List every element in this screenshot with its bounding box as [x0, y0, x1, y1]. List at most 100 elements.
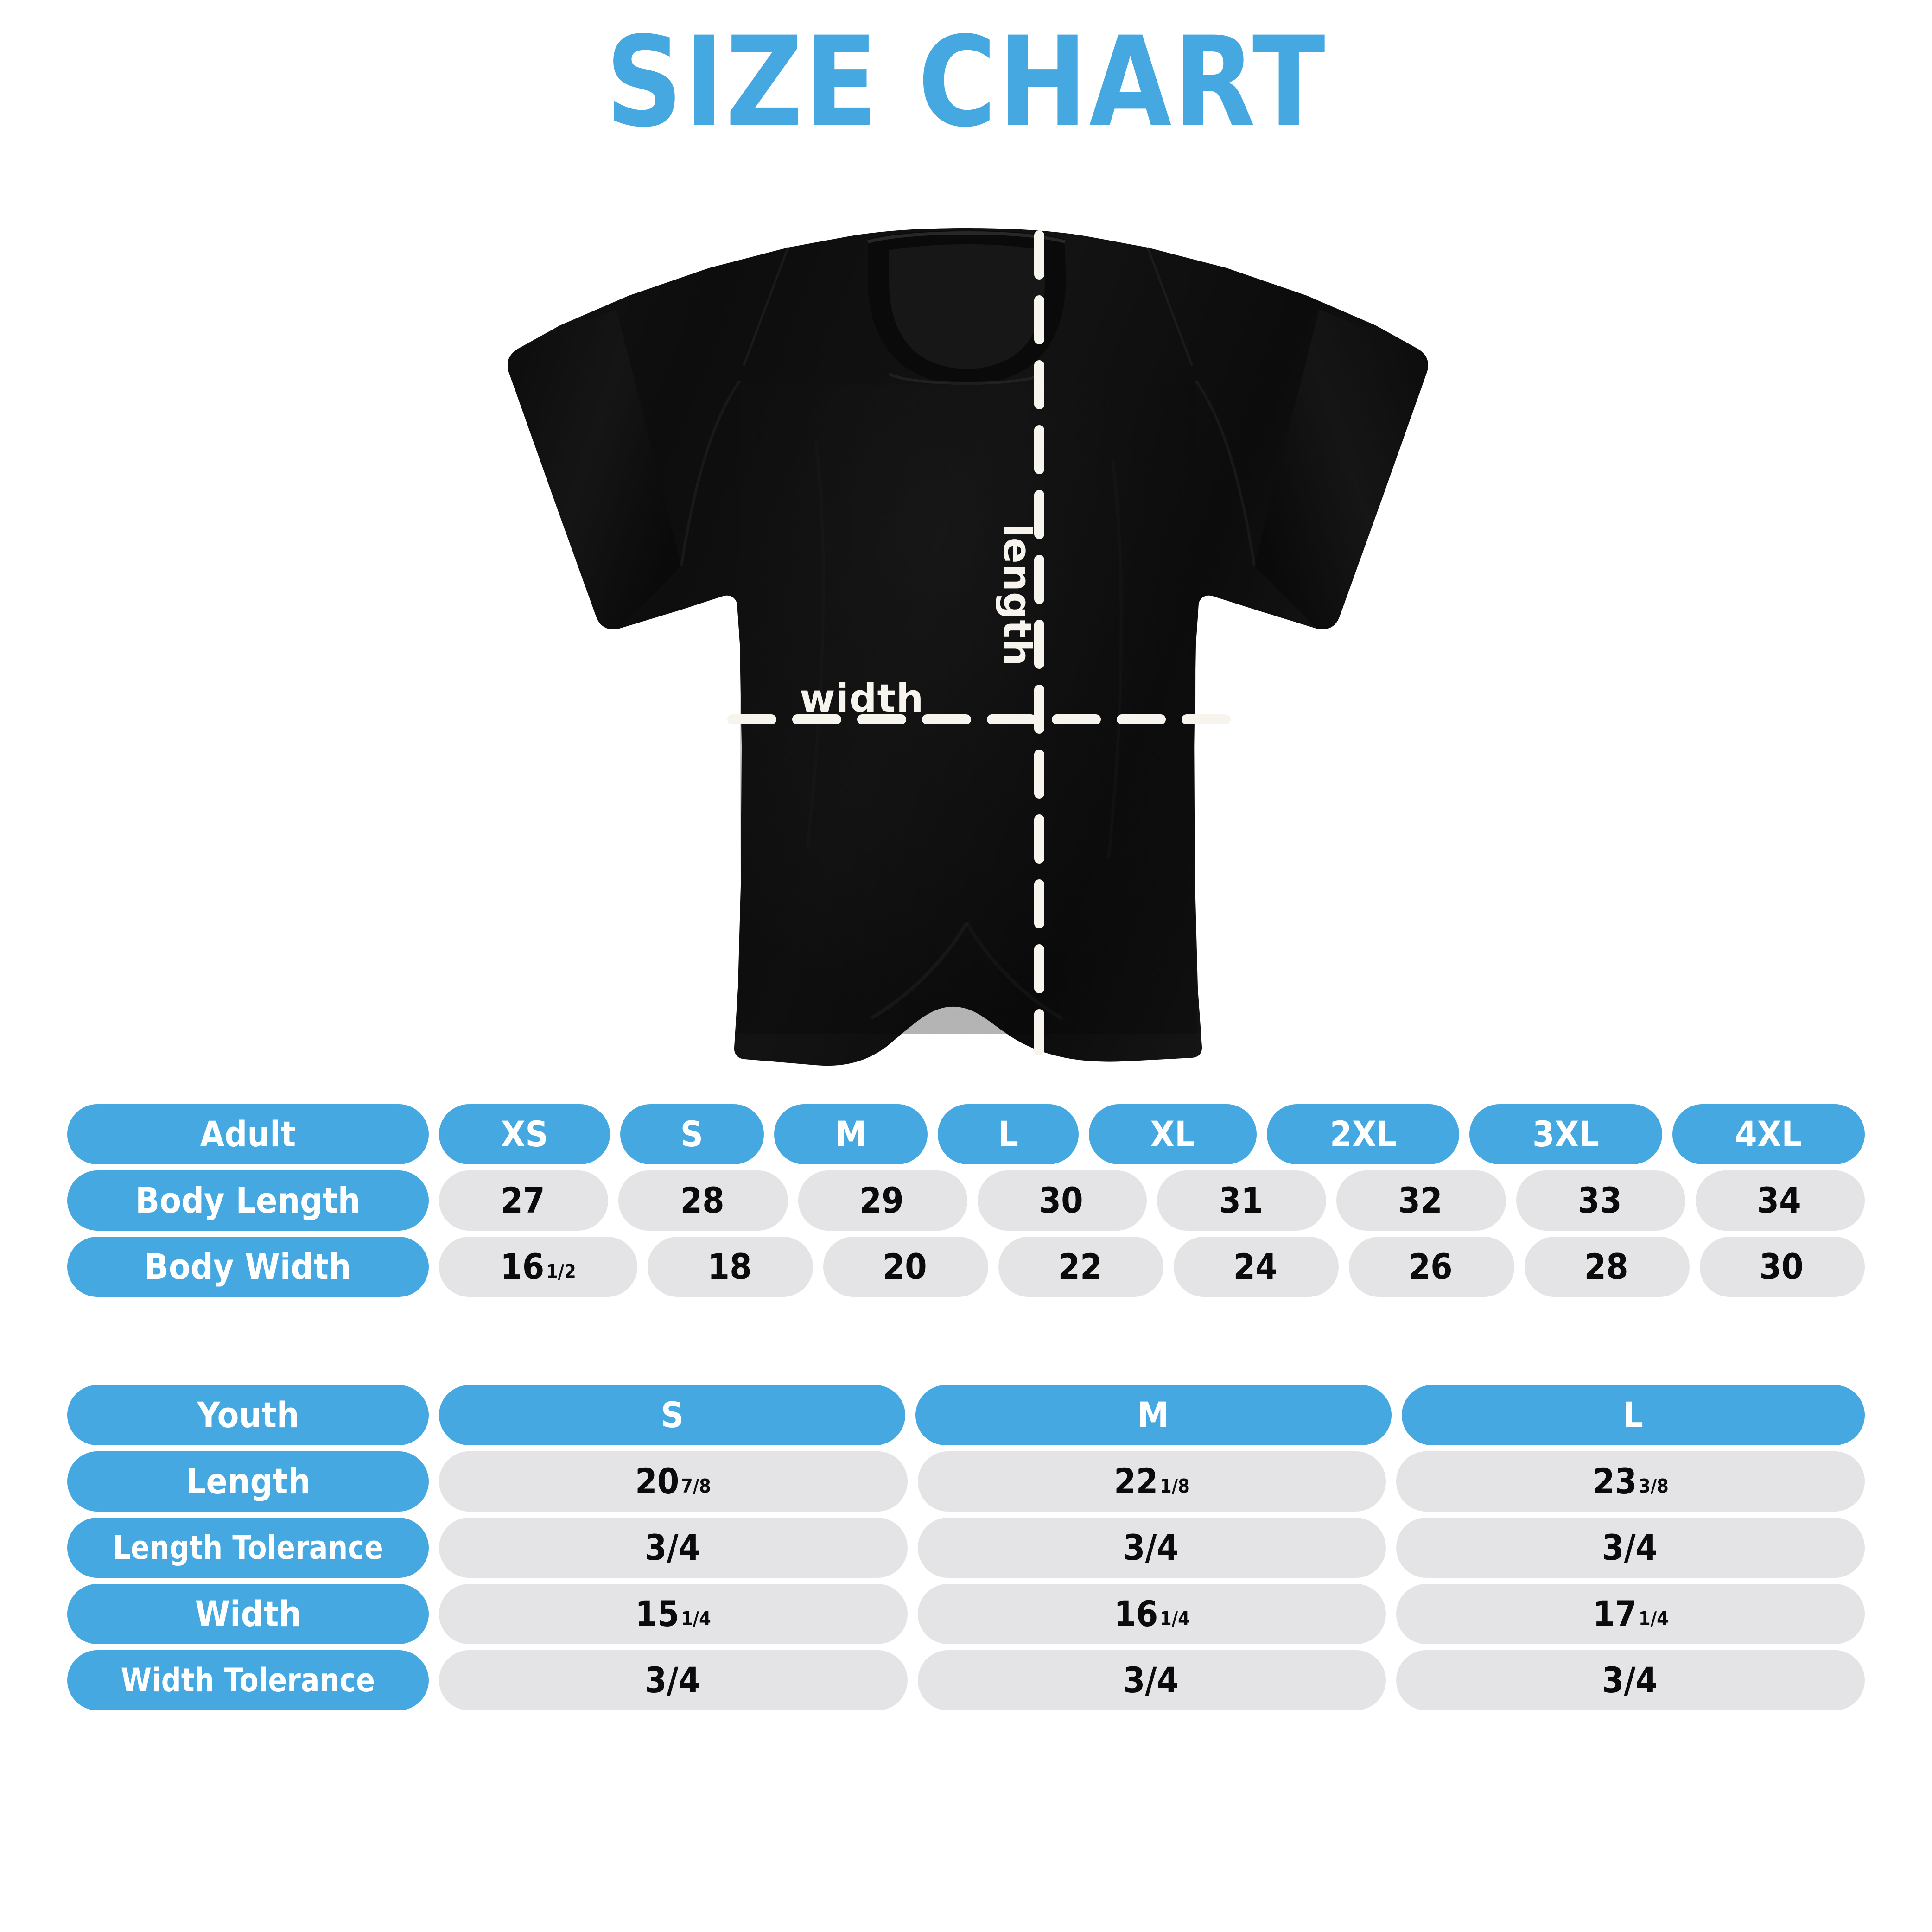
table-cell: 28	[1524, 1237, 1690, 1297]
value-fraction: 1/8	[1160, 1474, 1190, 1497]
value-whole: 31	[1219, 1180, 1263, 1221]
table-cell: 34	[1695, 1170, 1865, 1231]
value-fraction: 1/2	[546, 1260, 577, 1283]
value-fraction: 7/8	[681, 1474, 712, 1497]
value-whole: 33	[1577, 1180, 1622, 1221]
adult-size-table: Adult XS S M L XL 2XL 3XL 4XL Body Lengt…	[0, 1104, 1932, 1303]
value-whole: 30	[1759, 1246, 1804, 1287]
size-label: M	[1138, 1394, 1169, 1436]
adult-size-xl: XL	[1088, 1104, 1257, 1164]
value-whole: 20	[883, 1246, 927, 1287]
adult-header-row: Adult XS S M L XL 2XL 3XL 4XL	[0, 1104, 1932, 1164]
table-cell: 3/4	[1396, 1650, 1865, 1710]
size-label: 3XL	[1532, 1113, 1600, 1155]
value-fraction: 1/4	[1160, 1607, 1190, 1630]
value-whole: 16	[1114, 1593, 1158, 1634]
value-whole: 15	[635, 1593, 680, 1634]
value-whole: 34	[1757, 1180, 1802, 1221]
size-label: S	[661, 1394, 684, 1436]
adult-size-l: L	[937, 1104, 1079, 1164]
table-cell: 3/4	[439, 1650, 908, 1710]
value-whole: 30	[1039, 1180, 1084, 1221]
adult-size-3xl: 3XL	[1469, 1104, 1662, 1164]
table-cell: 3/4	[917, 1518, 1386, 1578]
table-cell: 28	[618, 1170, 788, 1231]
value-whole: 3/4	[1602, 1527, 1658, 1568]
youth-length-header: Length	[67, 1451, 429, 1512]
length-measurement-label: length	[995, 524, 1040, 667]
tshirt-icon	[507, 228, 1429, 1066]
size-label: M	[835, 1113, 867, 1155]
youth-header-row: Youth S M L	[0, 1385, 1932, 1445]
row-label: Width Tolerance	[121, 1661, 375, 1699]
value-whole: 29	[859, 1180, 904, 1221]
youth-size-l: L	[1401, 1385, 1865, 1445]
table-cell: 161/2	[439, 1237, 638, 1297]
value-whole: 3/4	[1602, 1659, 1658, 1701]
table-cell: 31	[1157, 1170, 1327, 1231]
adult-size-m: M	[774, 1104, 928, 1164]
value-whole: 3/4	[1123, 1659, 1179, 1701]
youth-size-m: M	[915, 1385, 1392, 1445]
youth-width-tolerance-row: Width Tolerance 3/4 3/4 3/4	[0, 1650, 1932, 1710]
value-whole: 22	[1058, 1246, 1102, 1287]
youth-width-header: Width	[67, 1584, 429, 1644]
title-area: SIZE CHART	[0, 0, 1932, 145]
table-cell: 3/4	[917, 1650, 1386, 1710]
value-whole: 28	[1584, 1246, 1628, 1287]
youth-size-s: S	[439, 1385, 905, 1445]
value-whole: 24	[1233, 1246, 1277, 1287]
table-cell: 22	[998, 1237, 1164, 1297]
size-label: L	[998, 1113, 1018, 1155]
value-whole: 28	[680, 1180, 724, 1221]
value-fraction: 3/8	[1638, 1474, 1669, 1497]
row-label: Width	[195, 1593, 301, 1634]
size-label: 4XL	[1735, 1113, 1802, 1155]
youth-length-row: Length 207/8 221/8 233/8	[0, 1451, 1932, 1512]
table-cell: 29	[798, 1170, 967, 1231]
value-fraction: 1/4	[681, 1607, 712, 1630]
size-label: S	[680, 1113, 704, 1155]
table-cell: 171/4	[1396, 1584, 1865, 1644]
table-cell: 32	[1336, 1170, 1506, 1231]
table-cell: 18	[648, 1237, 813, 1297]
table-cell: 221/8	[917, 1451, 1386, 1512]
table-cell: 3/4	[1396, 1518, 1865, 1578]
size-label: L	[1623, 1394, 1644, 1436]
table-cell: 207/8	[439, 1451, 908, 1512]
table-cell: 3/4	[439, 1518, 908, 1578]
youth-size-table: Youth S M L Length 207/8 221/8 233/8 Len…	[0, 1385, 1932, 1716]
value-whole: 26	[1408, 1246, 1453, 1287]
adult-row-header: Adult	[67, 1104, 429, 1164]
value-whole: 3/4	[644, 1659, 700, 1701]
adult-body-width-header: Body Width	[67, 1237, 429, 1297]
value-whole: 22	[1114, 1461, 1158, 1502]
adult-size-xs: XS	[439, 1104, 610, 1164]
row-label: Length Tolerance	[113, 1529, 383, 1567]
table-cell: 26	[1349, 1237, 1514, 1297]
youth-width-row: Width 151/4 161/4 171/4	[0, 1584, 1932, 1644]
youth-width-tolerance-header: Width Tolerance	[67, 1650, 429, 1710]
value-whole: 27	[501, 1180, 545, 1221]
adult-body-length-row: Body Length 27 28 29 30 31 32 33 34	[0, 1170, 1932, 1231]
page-title: SIZE CHART	[605, 10, 1327, 155]
size-label: XS	[501, 1113, 548, 1155]
table-cell: 33	[1516, 1170, 1685, 1231]
table-cell: 20	[823, 1237, 988, 1297]
youth-label: Youth	[197, 1394, 299, 1436]
value-whole: 20	[635, 1461, 680, 1502]
adult-body-length-header: Body Length	[67, 1170, 429, 1231]
value-whole: 16	[500, 1246, 545, 1287]
adult-size-2xl: 2XL	[1267, 1104, 1460, 1164]
row-label: Body Width	[145, 1246, 351, 1287]
value-fraction: 1/4	[1638, 1607, 1669, 1630]
table-cell: 151/4	[439, 1584, 908, 1644]
adult-body-width-row: Body Width 161/2 18 20 22 24 26 28 30	[0, 1237, 1932, 1297]
table-cell: 30	[1699, 1237, 1865, 1297]
youth-length-tolerance-row: Length Tolerance 3/4 3/4 3/4	[0, 1518, 1932, 1578]
youth-row-header: Youth	[67, 1385, 429, 1445]
adult-label: Adult	[200, 1113, 296, 1155]
value-whole: 17	[1592, 1593, 1637, 1634]
value-whole: 3/4	[644, 1527, 700, 1568]
adult-size-s: S	[620, 1104, 764, 1164]
